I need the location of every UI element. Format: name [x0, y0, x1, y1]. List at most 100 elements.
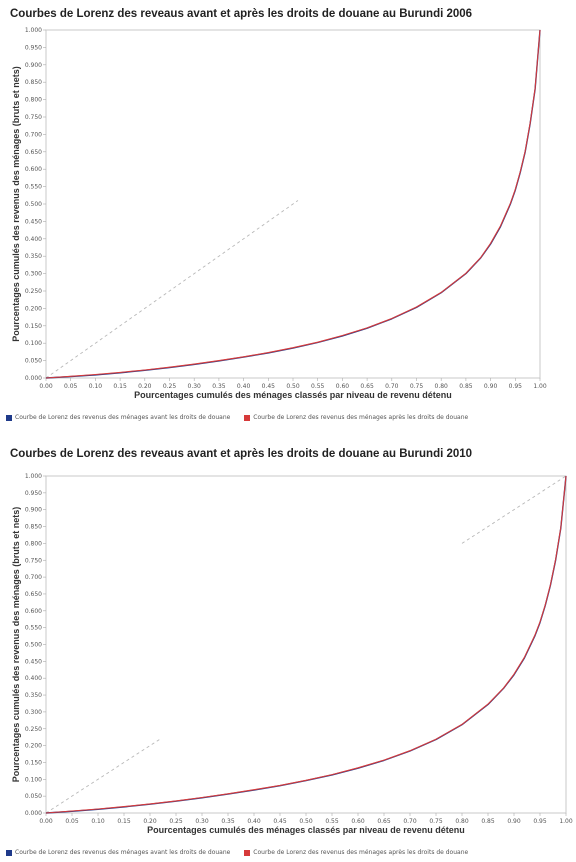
x-tick-label: 0.00 [39, 383, 53, 390]
x-tick-label: 0.30 [195, 818, 209, 825]
chart-panel-2006: Courbes de Lorenz des reveaus avant et a… [0, 0, 576, 430]
y-tick-label: 0.300 [25, 271, 42, 278]
y-tick-label: 0.650 [25, 149, 42, 156]
x-tick-label: 0.10 [91, 818, 105, 825]
chart-title: Courbes de Lorenz des reveaus avant et a… [10, 448, 473, 460]
legend-swatch-icon [244, 414, 251, 421]
y-tick-label: 0.700 [25, 131, 42, 138]
legend-item-before: Courbe de Lorenz des revenus des ménages… [6, 414, 230, 421]
legend-swatch-icon [6, 414, 12, 421]
x-tick-label: 0.80 [455, 818, 469, 825]
y-tick-label: 0.600 [25, 608, 42, 615]
x-tick-label: 0.75 [410, 383, 424, 390]
x-tick-label: 0.55 [325, 818, 339, 825]
chart-legend: Courbe de Lorenz des revenus des ménages… [6, 849, 480, 856]
y-tick-label: 0.050 [25, 358, 42, 365]
x-tick-label: 0.25 [163, 383, 177, 390]
y-tick-label: 0.650 [25, 591, 42, 598]
x-tick-label: 0.60 [351, 818, 365, 825]
legend-label: Courbe de Lorenz des revenus des ménages… [253, 414, 469, 421]
x-tick-label: 0.75 [429, 818, 443, 825]
x-tick-label: 0.35 [212, 383, 226, 390]
y-tick-label: 0.150 [25, 759, 42, 766]
x-tick-label: 0.70 [403, 818, 417, 825]
lorenz-curve-after [45, 475, 567, 814]
x-tick-label: 0.45 [273, 818, 287, 825]
y-tick-label: 0.800 [25, 97, 42, 104]
y-tick-label: 0.750 [25, 557, 42, 564]
y-tick-label: 0.750 [25, 114, 42, 121]
y-tick-label: 0.200 [25, 305, 42, 312]
x-tick-label: 0.45 [262, 383, 276, 390]
y-tick-label: 0.850 [25, 524, 42, 531]
x-tick-label: 0.95 [509, 383, 523, 390]
x-tick-label: 1.00 [559, 818, 573, 825]
equality-line [461, 475, 567, 544]
legend-label: Courbe de Lorenz des revenus des ménages… [15, 414, 231, 421]
chart-panel-2010: Courbes de Lorenz des reveaus avant et a… [0, 440, 576, 862]
y-tick-label: 0.900 [25, 62, 42, 69]
x-tick-label: 0.85 [481, 818, 495, 825]
y-tick-label: 0.950 [25, 44, 42, 51]
x-tick-label: 0.05 [65, 818, 79, 825]
x-tick-label: 0.90 [507, 818, 521, 825]
x-tick-label: 0.05 [64, 383, 78, 390]
chart-legend: Courbe de Lorenz des revenus des ménages… [6, 414, 480, 421]
y-tick-label: 0.400 [25, 236, 42, 243]
lorenz-chart-2010: 0.0000.0500.1000.1500.2000.2500.3000.350… [11, 473, 573, 835]
x-tick-label: 0.50 [286, 383, 300, 390]
y-axis-title: Pourcentages cumulés des revenus des mén… [11, 66, 21, 342]
x-tick-label: 0.20 [138, 383, 152, 390]
x-tick-label: 0.15 [117, 818, 131, 825]
x-tick-label: 0.25 [169, 818, 183, 825]
y-tick-label: 0.550 [25, 625, 42, 632]
y-tick-label: 0.550 [25, 184, 42, 191]
y-tick-label: 0.000 [25, 375, 42, 382]
x-tick-label: 0.80 [435, 383, 449, 390]
legend-item-after: Courbe de Lorenz des revenus des ménages… [244, 849, 468, 856]
lorenz-chart-2006: 0.0000.0500.1000.1500.2000.2500.3000.350… [11, 27, 547, 400]
x-tick-label: 0.65 [360, 383, 374, 390]
x-axis-title: Pourcentages cumulés des ménages classés… [134, 390, 452, 400]
legend-item-before: Courbe de Lorenz des revenus des ménages… [6, 849, 230, 856]
y-tick-label: 0.200 [25, 743, 42, 750]
x-tick-label: 0.15 [113, 383, 127, 390]
chart-title: Courbes de Lorenz des reveaus avant et a… [10, 8, 473, 20]
y-tick-label: 0.050 [25, 793, 42, 800]
y-tick-label: 0.850 [25, 79, 42, 86]
x-tick-label: 0.40 [237, 383, 251, 390]
x-tick-label: 0.50 [299, 818, 313, 825]
legend-swatch-icon [6, 849, 12, 856]
x-tick-label: 0.65 [377, 818, 391, 825]
x-tick-label: 0.60 [336, 383, 350, 390]
y-tick-label: 1.000 [25, 27, 42, 34]
legend-swatch-icon [244, 849, 251, 856]
x-axis-title: Pourcentages cumulés des ménages classés… [147, 825, 465, 835]
lorenz-curve-after [45, 29, 541, 379]
y-tick-label: 0.450 [25, 218, 42, 225]
y-tick-label: 0.250 [25, 726, 42, 733]
y-tick-label: 1.000 [25, 473, 42, 480]
x-tick-label: 0.55 [311, 383, 325, 390]
x-tick-label: 0.70 [385, 383, 399, 390]
x-tick-label: 0.90 [484, 383, 498, 390]
legend-label: Courbe de Lorenz des revenus des ménages… [253, 849, 469, 856]
x-tick-label: 0.85 [459, 383, 473, 390]
y-axis-title: Pourcentages cumulés des revenus des mén… [11, 507, 21, 783]
y-tick-label: 0.100 [25, 776, 42, 783]
y-tick-label: 0.450 [25, 658, 42, 665]
y-tick-label: 0.300 [25, 709, 42, 716]
y-tick-label: 0.600 [25, 166, 42, 173]
legend-item-after: Courbe de Lorenz des revenus des ménages… [244, 414, 468, 421]
x-tick-label: 0.40 [247, 818, 261, 825]
legend-label: Courbe de Lorenz des revenus des ménages… [15, 849, 231, 856]
y-tick-label: 0.150 [25, 323, 42, 330]
equality-line [45, 738, 161, 814]
x-tick-label: 0.20 [143, 818, 157, 825]
y-tick-label: 0.400 [25, 675, 42, 682]
y-tick-label: 0.700 [25, 574, 42, 581]
y-tick-label: 0.500 [25, 201, 42, 208]
x-tick-label: 0.10 [89, 383, 103, 390]
y-tick-label: 0.350 [25, 253, 42, 260]
x-tick-label: 1.00 [533, 383, 547, 390]
